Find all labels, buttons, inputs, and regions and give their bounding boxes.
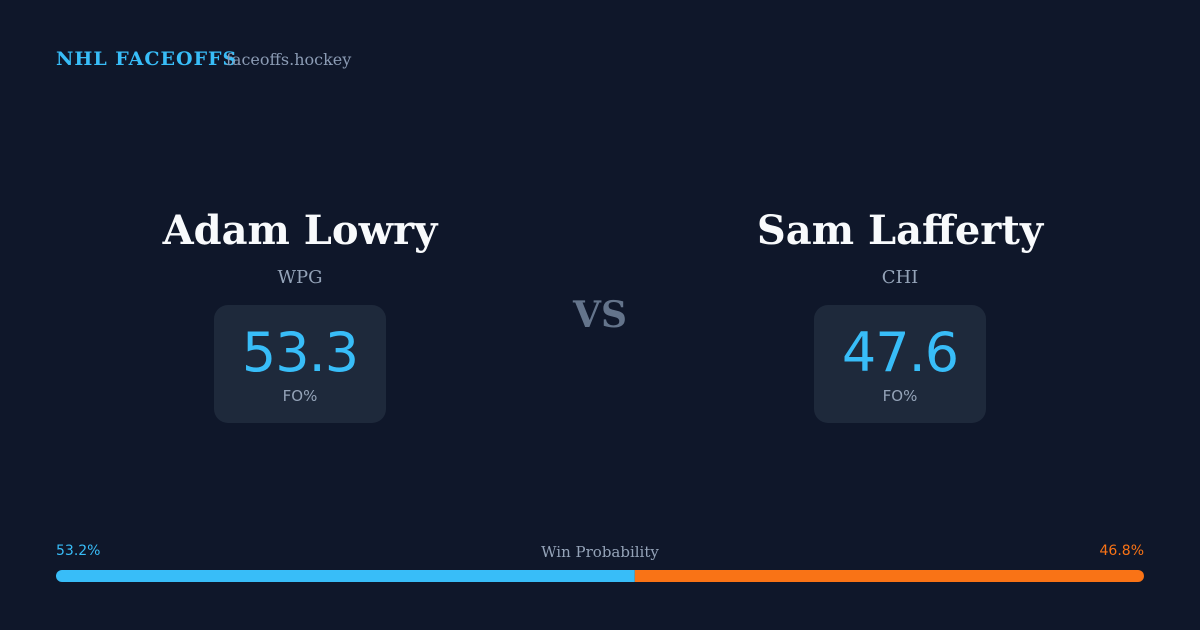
player-name: Sam Lafferty	[756, 207, 1044, 254]
stat-box: 47.6 FO%	[814, 305, 986, 423]
win-prob-right: 46.8%	[1099, 543, 1144, 559]
domain: faceoffs.hockey	[226, 50, 352, 69]
player-card: Adam Lowry WPG 53.3 FO%	[100, 205, 500, 423]
fo-label: FO%	[882, 387, 918, 405]
team: CHI	[881, 267, 919, 288]
win-prob-title: Win Probability	[541, 543, 659, 561]
win-prob-left: 53.2%	[56, 543, 101, 559]
team: WPG	[277, 267, 323, 288]
player-name: Adam Lowry	[162, 207, 438, 254]
fo-value: 47.6	[841, 321, 959, 384]
versus: VS	[573, 294, 627, 336]
brand: NHL FACEOFFS	[56, 48, 238, 70]
win-prob-bar	[56, 570, 1144, 582]
win-prob-segment	[634, 570, 1144, 582]
fo-label: FO%	[282, 387, 318, 405]
stat-box: 53.3 FO%	[214, 305, 386, 423]
player-card: Sam Lafferty CHI 47.6 FO%	[700, 205, 1100, 423]
fo-value: 53.3	[241, 321, 359, 384]
win-prob-segment	[56, 570, 635, 582]
